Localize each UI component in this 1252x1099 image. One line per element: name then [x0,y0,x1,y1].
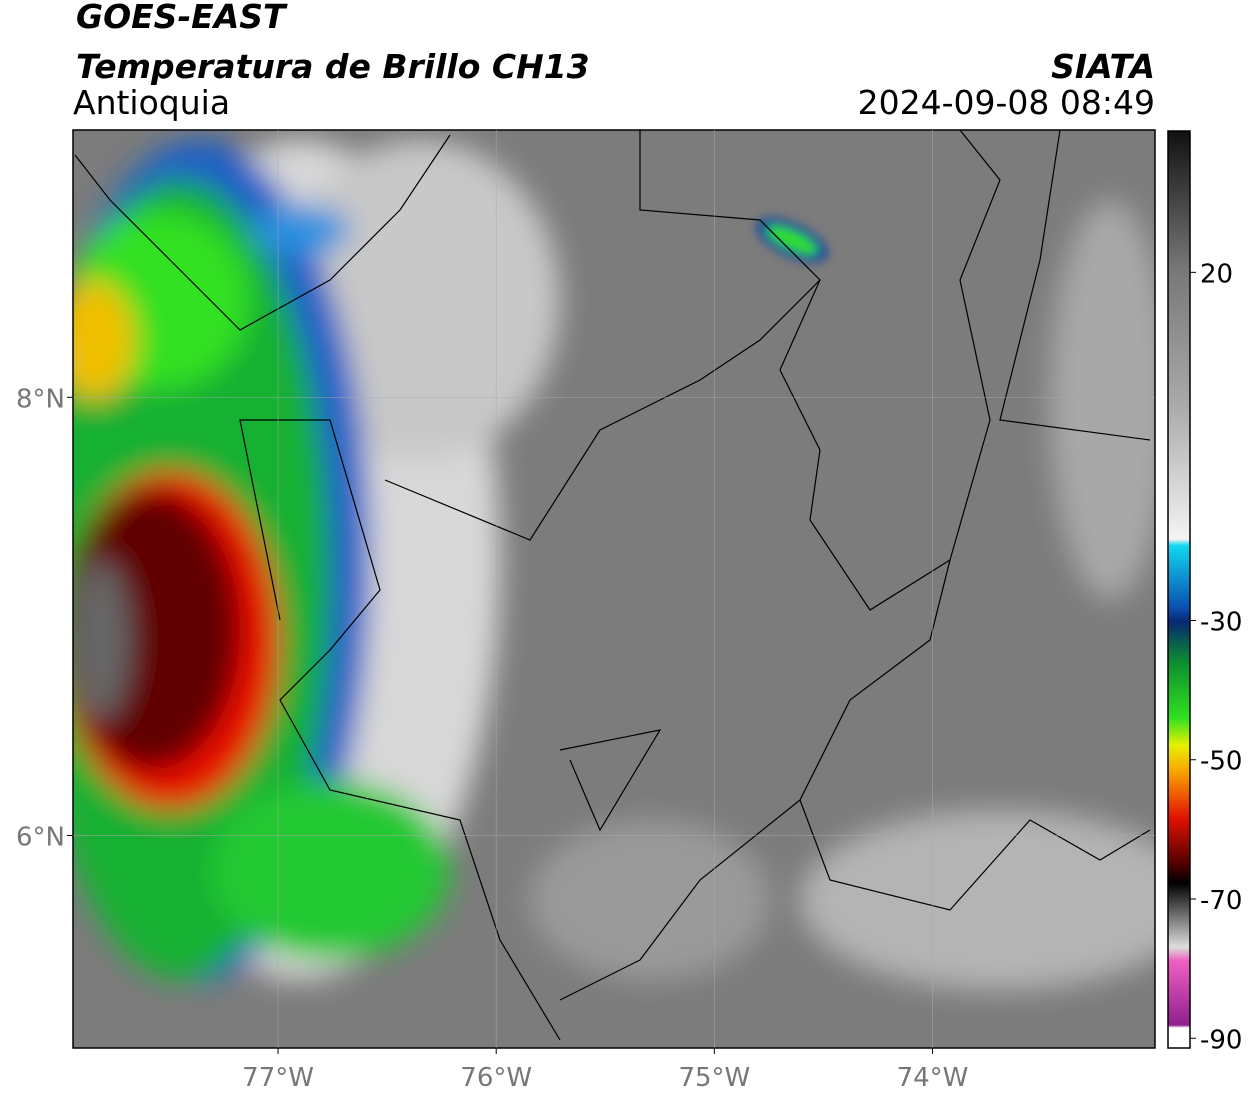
x-tick-label: 76°W [460,1063,532,1093]
colorbar-tick-label: -30 [1200,607,1242,637]
y-tick-label: 8°N [16,384,65,414]
colorbar-tick-label: 20 [1200,259,1233,289]
x-tick-label: 75°W [678,1063,750,1093]
map-frame [72,129,1156,1049]
colorbar [1167,130,1191,1049]
x-tick-label: 77°W [242,1063,314,1093]
source: SIATA [1051,47,1155,86]
boundaries [74,130,1151,1041]
title: GOES-EAST [76,0,288,36]
region: Antioquia [73,83,230,122]
x-tick-label: 74°W [897,1063,969,1093]
colorbar-tick-label: -90 [1200,1025,1242,1055]
timestamp: 2024-09-08 08:49 [858,83,1155,122]
y-tick-label: 6°N [16,822,65,852]
colorbar-tick-label: -50 [1200,747,1242,777]
subtitle: Temperatura de Brillo CH13 [76,47,590,86]
colorbar-tick-label: -70 [1200,886,1242,916]
satellite-image [73,130,1155,1048]
